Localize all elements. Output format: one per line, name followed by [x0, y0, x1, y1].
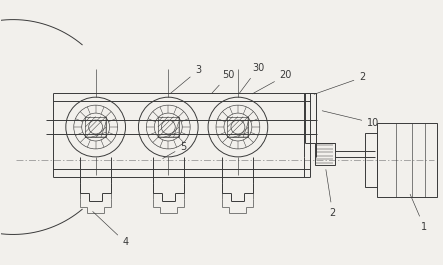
Text: 10: 10 — [322, 111, 380, 128]
Bar — [315, 143, 335, 165]
Bar — [365, 133, 377, 187]
Bar — [227, 117, 249, 138]
Text: 20: 20 — [252, 70, 292, 94]
Text: 50: 50 — [212, 70, 234, 93]
Text: 4: 4 — [93, 211, 128, 248]
Bar — [158, 117, 179, 138]
Bar — [85, 117, 106, 138]
Bar — [377, 123, 437, 197]
Text: 3: 3 — [171, 65, 201, 94]
Text: 1: 1 — [410, 194, 427, 232]
Text: 2: 2 — [314, 72, 365, 94]
Text: 5: 5 — [163, 142, 187, 158]
Text: 2: 2 — [326, 170, 336, 218]
Text: 30: 30 — [240, 63, 264, 93]
